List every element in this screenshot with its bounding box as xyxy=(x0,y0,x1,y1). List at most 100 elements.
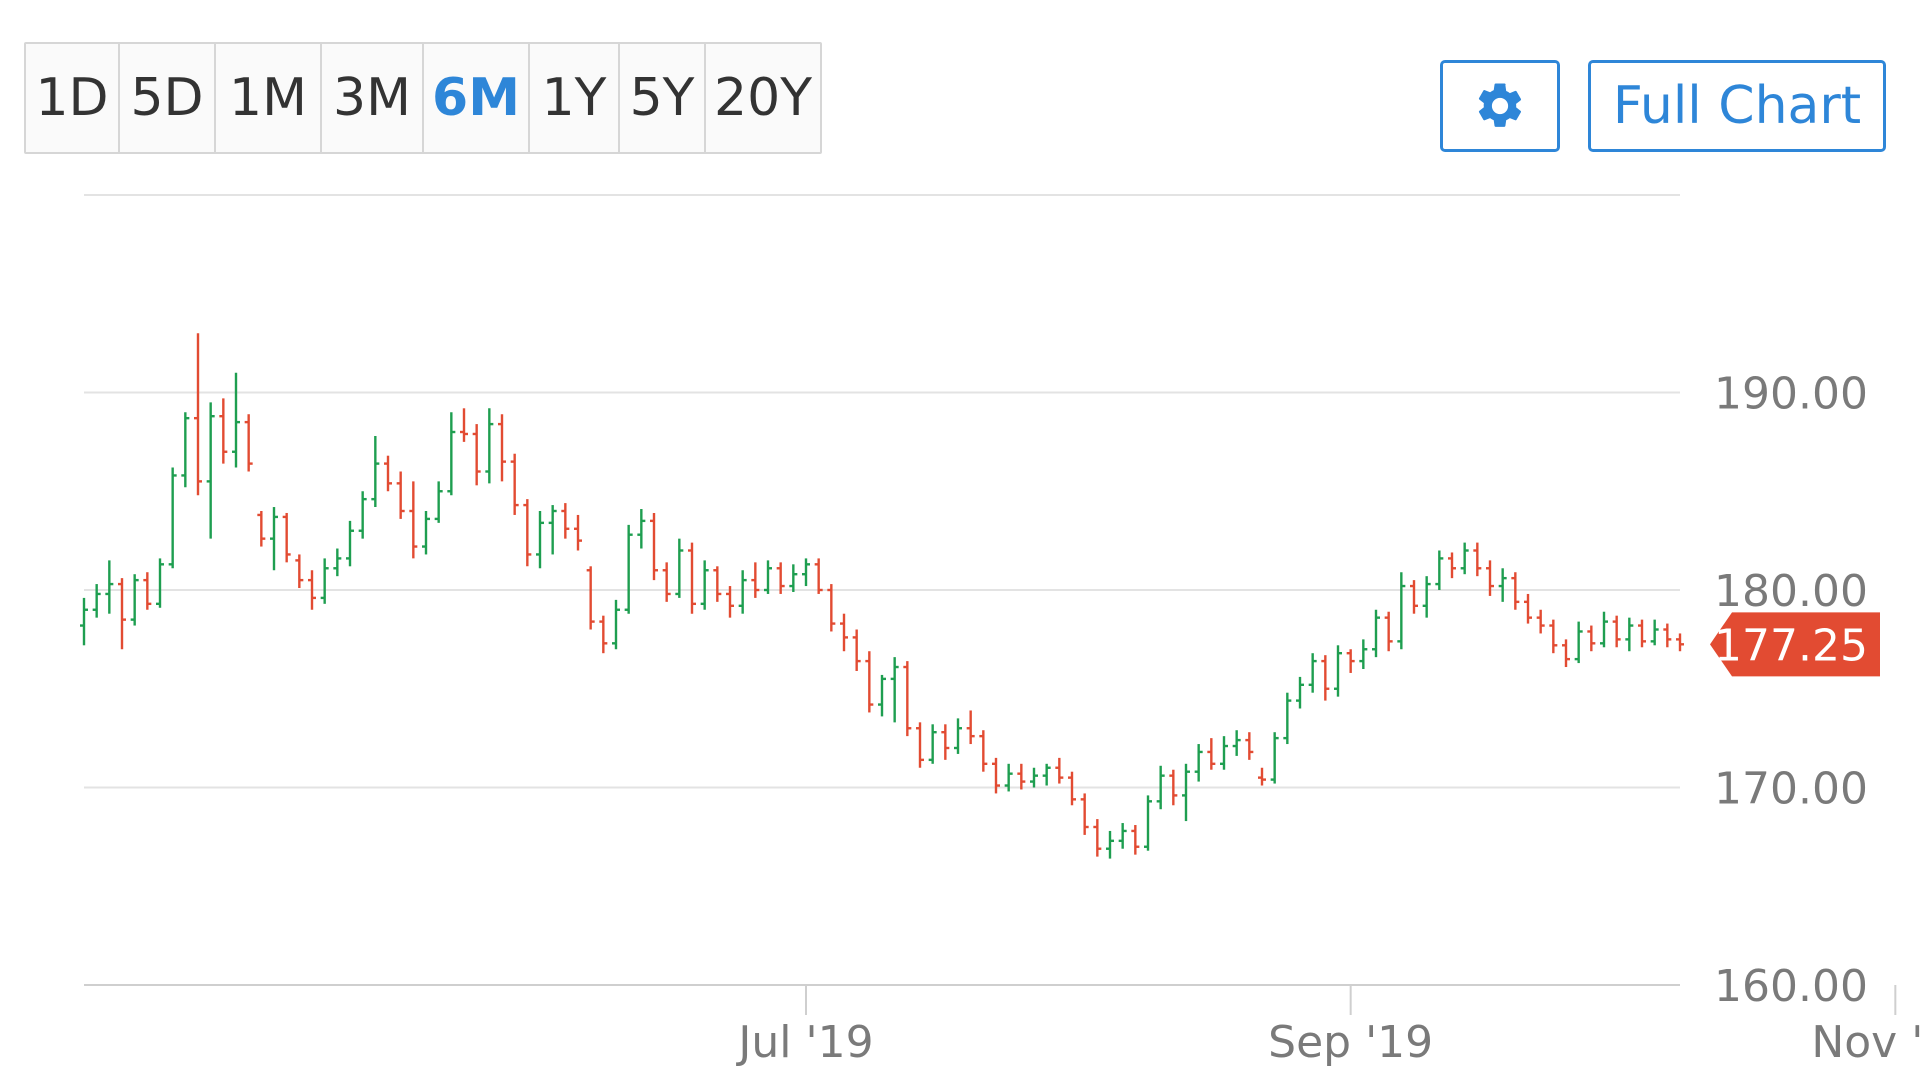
ohlc-bar xyxy=(206,402,215,539)
ohlc-bar xyxy=(1384,611,1393,652)
ohlc-bar xyxy=(460,408,468,442)
ohlc-bar xyxy=(713,566,722,602)
ohlc-bar xyxy=(295,554,304,589)
gridlines xyxy=(84,194,1680,986)
y-tick-label: 160.00 xyxy=(1714,961,1868,1012)
ohlc-bar xyxy=(1232,730,1241,756)
ohlc-bar xyxy=(1422,576,1431,618)
ohlc-bar xyxy=(434,481,443,523)
range-button-6m[interactable]: 6M xyxy=(424,44,530,152)
ohlc-bar xyxy=(1600,611,1608,648)
x-tick-label: Sep '19 xyxy=(1268,1017,1433,1068)
range-button-20y[interactable]: 20Y xyxy=(706,44,820,152)
ohlc-bar xyxy=(1156,765,1165,810)
ohlc-bar xyxy=(612,599,620,650)
range-button-1y[interactable]: 1Y xyxy=(530,44,620,152)
ohlc-bar xyxy=(840,613,848,652)
ohlc-bar xyxy=(485,408,494,484)
range-button-5y[interactable]: 5Y xyxy=(620,44,706,152)
ohlc-bar xyxy=(751,562,760,598)
ohlc-bar xyxy=(1524,593,1532,624)
range-button-1m[interactable]: 1M xyxy=(216,44,322,152)
ohlc-bar xyxy=(472,424,481,486)
x-axis: Jul '19 Sep '19 Nov '19 xyxy=(735,985,1920,1068)
ohlc-bar xyxy=(878,674,886,717)
ohlc-bar xyxy=(662,562,671,602)
ohlc-bar xyxy=(1397,572,1406,650)
ohlc-bar xyxy=(738,570,747,614)
ohlc-bar xyxy=(852,629,861,671)
ohlc-bar xyxy=(966,710,975,745)
ohlc-bar xyxy=(1207,738,1216,770)
ohlc-bar xyxy=(1080,793,1089,835)
ohlc-bar xyxy=(574,514,582,551)
ohlc-bar xyxy=(270,507,278,571)
range-button-5d[interactable]: 5D xyxy=(120,44,216,152)
ohlc-bar xyxy=(1334,645,1342,697)
ohlc-bar xyxy=(1638,619,1646,648)
ohlc-bar xyxy=(498,414,506,482)
ohlc-bar xyxy=(916,722,924,768)
price-bars xyxy=(80,333,1684,859)
ohlc-bar xyxy=(282,512,291,563)
ohlc-bar xyxy=(1169,769,1178,806)
ohlc-bar xyxy=(105,560,114,614)
ohlc-bar xyxy=(764,560,772,594)
ohlc-bar xyxy=(1410,580,1418,614)
ohlc-bar xyxy=(1220,736,1228,770)
ohlc-bar xyxy=(1068,771,1076,806)
y-tick-label: 190.00 xyxy=(1714,369,1868,420)
ohlc-bar xyxy=(1030,767,1038,788)
ohlc-bar xyxy=(865,651,874,713)
ohlc-bar xyxy=(346,520,354,567)
ohlc-bar xyxy=(688,542,696,614)
ohlc-bar xyxy=(941,724,950,760)
ohlc-bar xyxy=(257,511,266,547)
last-price-marker: 177.25 xyxy=(1710,612,1880,677)
last-price-label: 177.25 xyxy=(1714,620,1868,671)
ohlc-bar xyxy=(1587,625,1596,652)
ohlc-bar xyxy=(1612,615,1621,648)
ohlc-bar xyxy=(168,467,177,569)
ohlc-bar xyxy=(320,558,329,604)
ohlc-bar xyxy=(928,724,937,764)
ohlc-bar xyxy=(118,578,126,650)
ohlc-bar xyxy=(1574,621,1583,664)
x-tick-label: Jul '19 xyxy=(735,1017,873,1068)
ohlc-bar xyxy=(523,499,532,567)
ohlc-bar xyxy=(802,558,810,587)
ohlc-bar xyxy=(992,757,1000,794)
ohlc-bar xyxy=(143,572,152,610)
ohlc-bar xyxy=(358,491,367,539)
ohlc-bar xyxy=(156,558,164,608)
ohlc-bar xyxy=(1650,619,1659,646)
ohlc-bar xyxy=(1486,560,1494,596)
x-tick-label: Nov '19 xyxy=(1811,1017,1920,1068)
ohlc-bar xyxy=(700,560,709,610)
ohlc-bar xyxy=(510,453,519,515)
ohlc-bar xyxy=(244,414,253,472)
ohlc-bar xyxy=(384,455,392,492)
settings-button[interactable] xyxy=(1440,60,1560,152)
ohlc-bar xyxy=(194,333,202,496)
ohlc-bar xyxy=(903,661,912,737)
ohlc-bar xyxy=(979,730,988,772)
ohlc-bar xyxy=(650,512,658,581)
ohlc-bar xyxy=(1676,633,1684,652)
ohlc-bar xyxy=(1106,830,1114,859)
ohlc-bar xyxy=(1131,825,1140,855)
full-chart-button[interactable]: Full Chart xyxy=(1588,60,1886,152)
ohlc-bar xyxy=(1321,655,1330,701)
ohlc-bar xyxy=(561,503,570,539)
ohlc-bar xyxy=(789,564,798,592)
ohlc-bar xyxy=(954,718,962,754)
ohlc-bar xyxy=(1372,609,1380,658)
ohlc-bar xyxy=(1473,542,1482,577)
range-button-3m[interactable]: 3M xyxy=(322,44,424,152)
range-button-1d[interactable]: 1D xyxy=(26,44,120,152)
ohlc-bar xyxy=(1118,823,1127,849)
ohlc-bar xyxy=(219,398,228,464)
ohlc-bar xyxy=(1562,639,1570,668)
ohlc-bar xyxy=(1460,542,1469,575)
